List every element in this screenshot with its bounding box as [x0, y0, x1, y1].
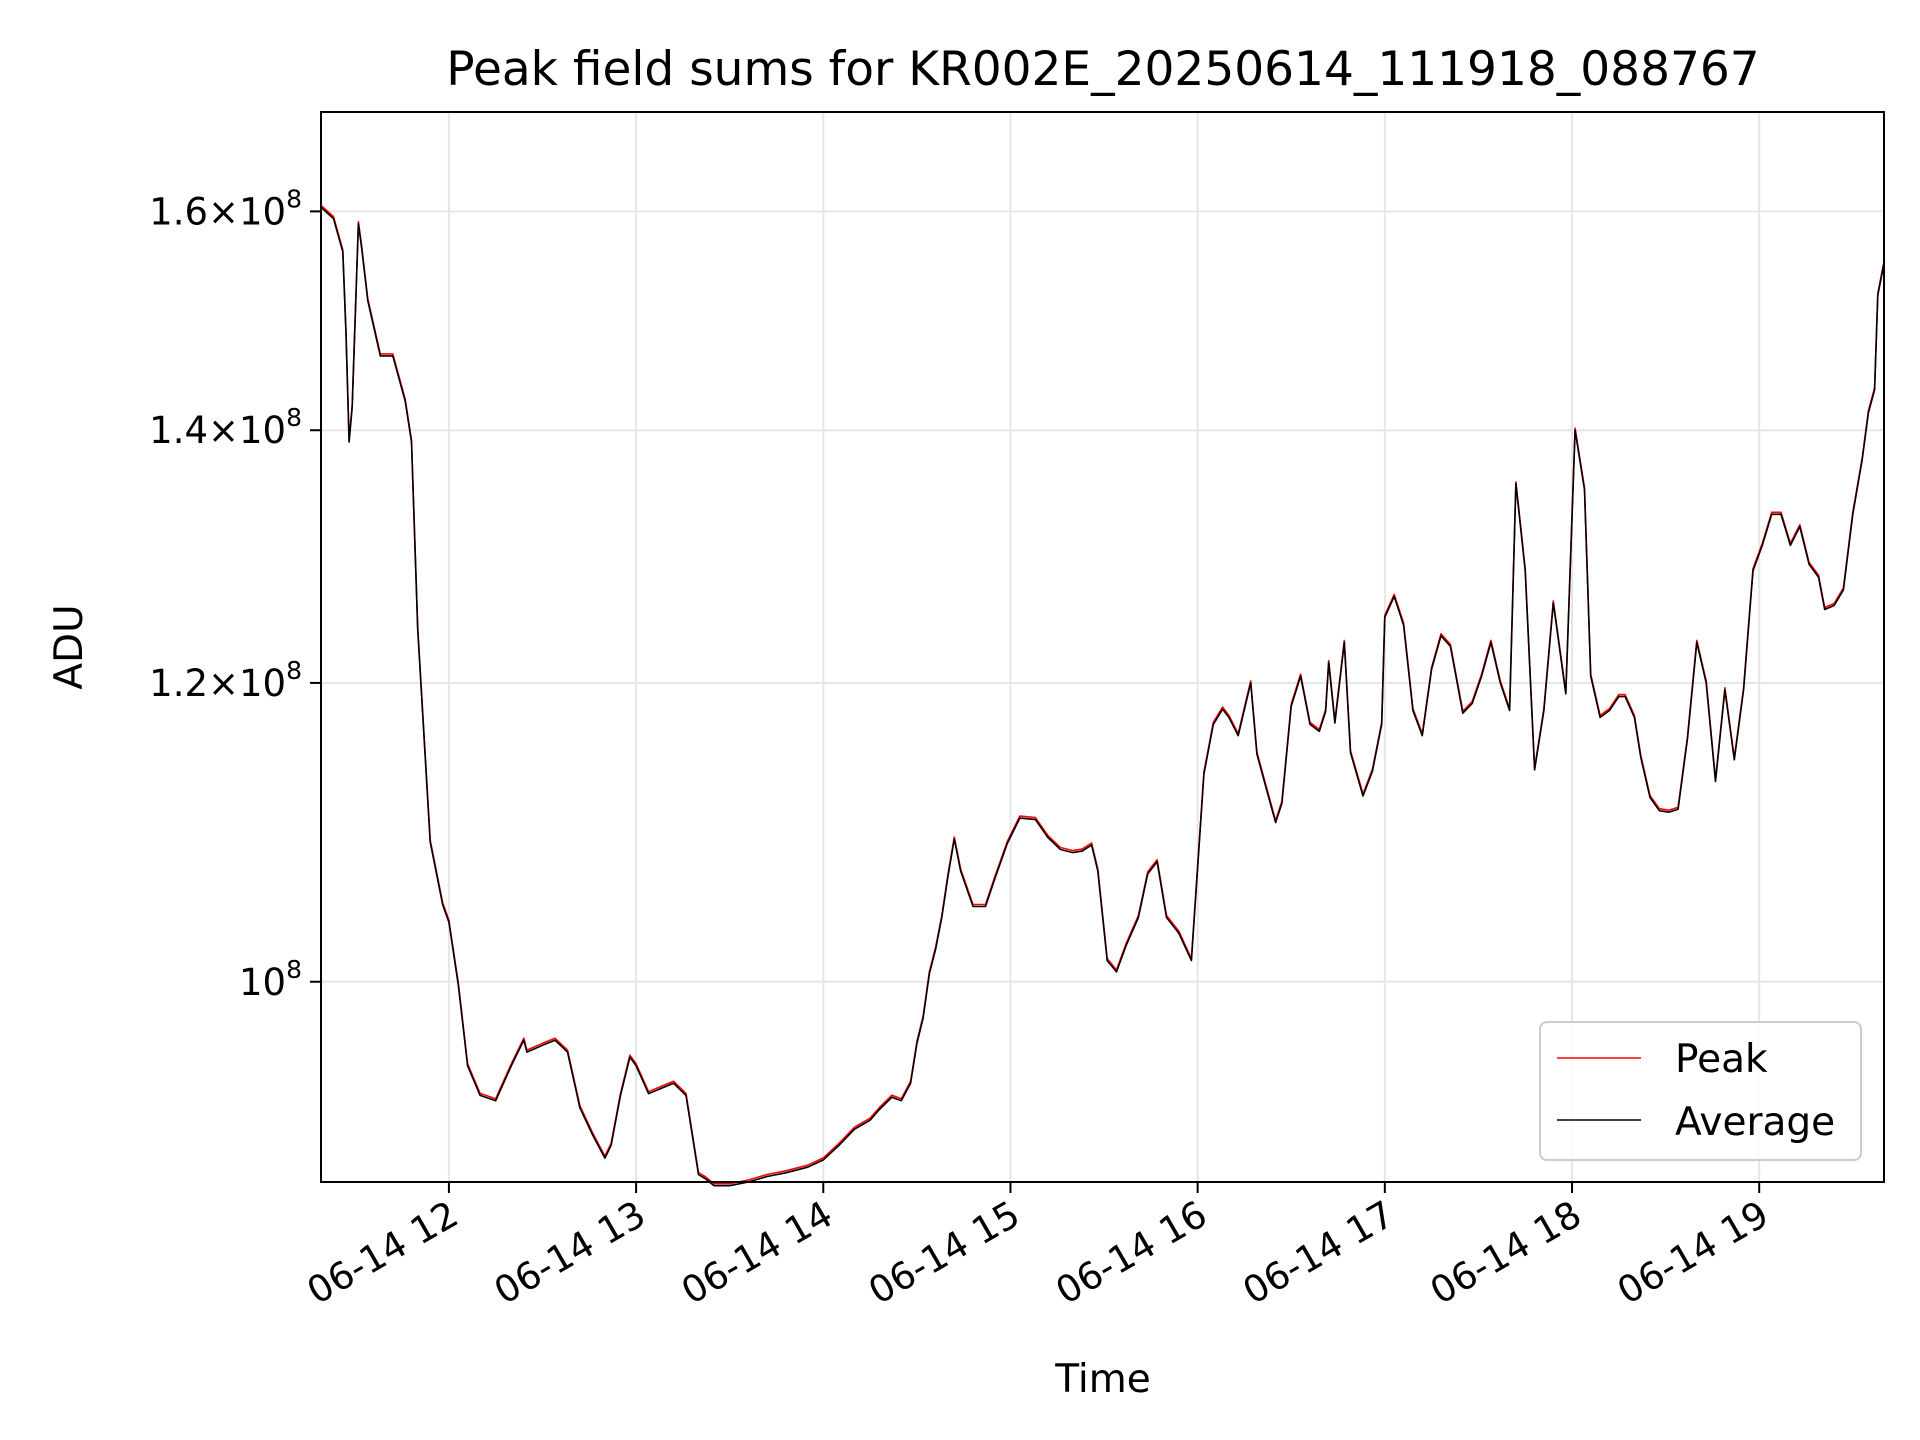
y-axis-label: ADU — [47, 604, 92, 689]
y-tick-exponent: 8 — [286, 955, 302, 984]
legend-label-peak: Peak — [1675, 1037, 1768, 1082]
y-tick-label: 108 — [239, 955, 302, 1004]
legend: Peak Average — [1539, 1021, 1862, 1161]
y-tick-label: 1.4×108 — [149, 403, 302, 452]
y-tick-label: 1.6×108 — [149, 184, 302, 233]
plot-area-frame — [320, 111, 1885, 1183]
grid-lines — [321, 112, 1884, 1182]
y-tick-exponent: 8 — [286, 656, 302, 685]
y-tick-label: 1.2×108 — [149, 656, 302, 705]
legend-box — [1539, 1021, 1862, 1161]
chart-title: Peak field sums for KR002E_20250614_1119… — [446, 42, 1759, 97]
x-axis-label: Time — [1054, 1357, 1150, 1402]
y-axis-ticks: 108 1.2×108 1.4×108 1.6×108 — [149, 184, 321, 1004]
legend-label-average: Average — [1675, 1100, 1835, 1145]
y-tick-exponent: 8 — [286, 403, 302, 432]
plot-lines — [320, 204, 1885, 1187]
series-line-average — [320, 206, 1885, 1187]
y-tick-exponent: 8 — [286, 184, 302, 213]
